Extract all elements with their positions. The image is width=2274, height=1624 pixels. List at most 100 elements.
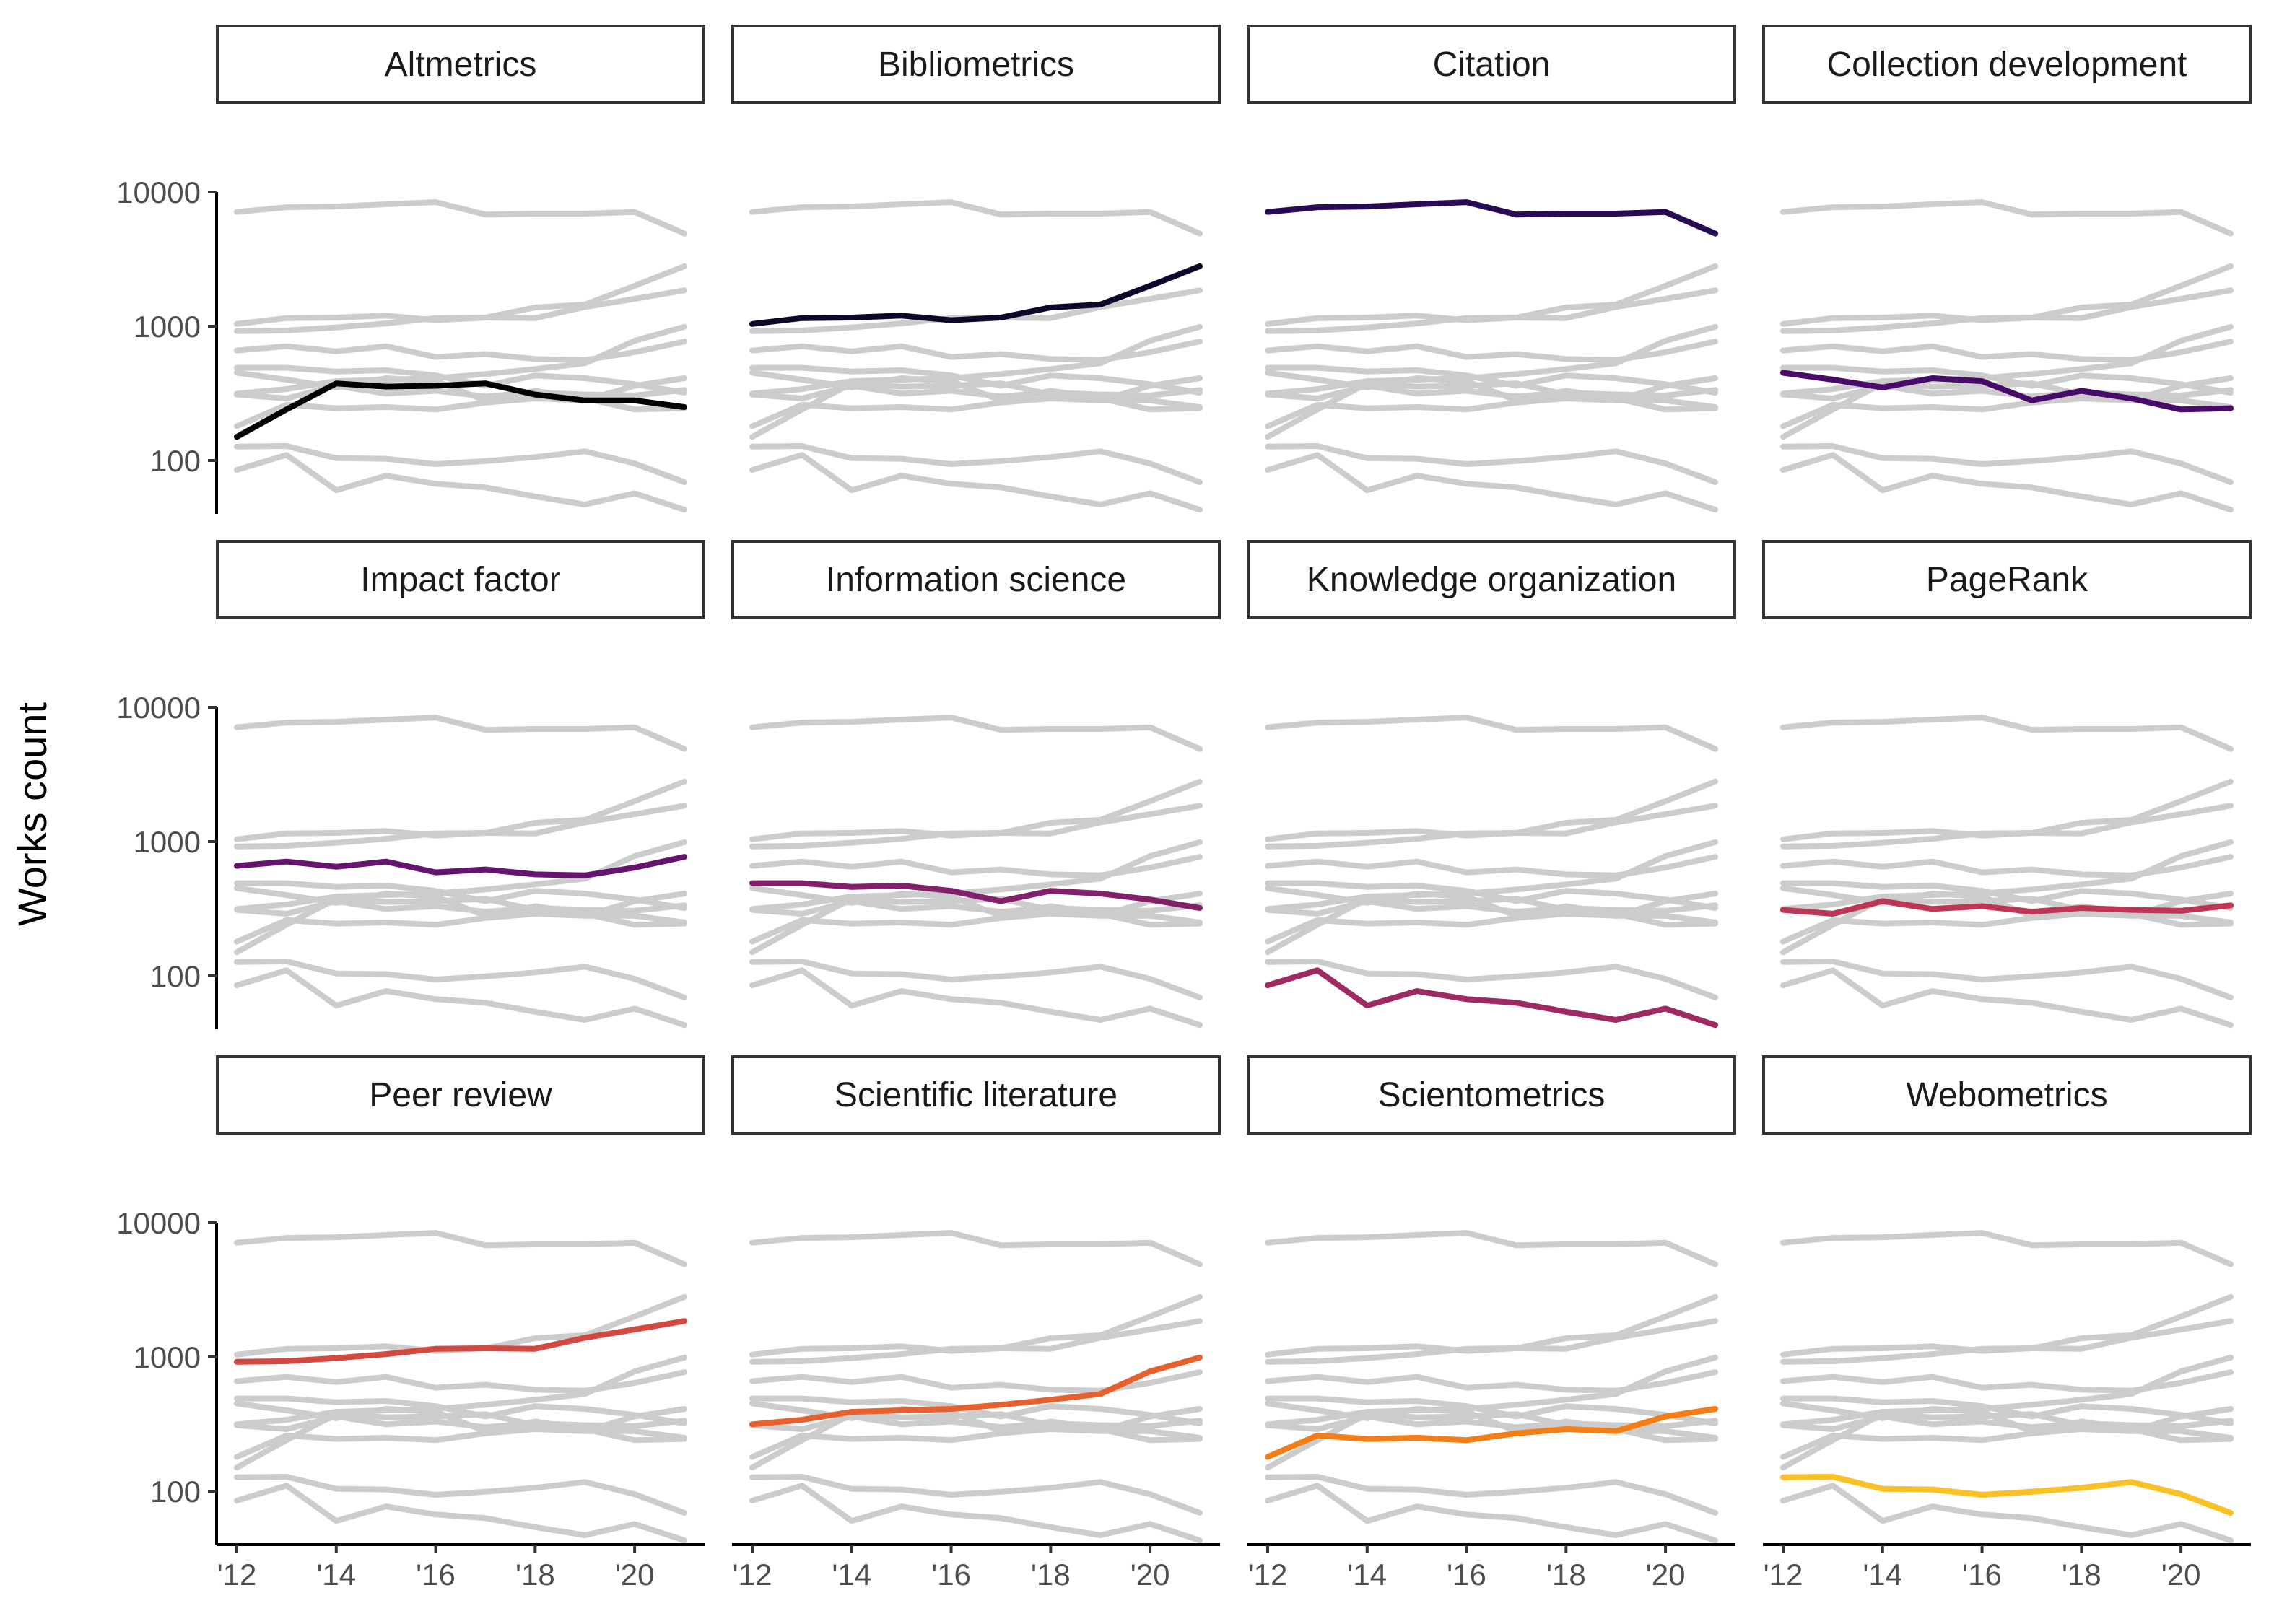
series-line-bibliometrics — [749, 263, 1203, 327]
bg-line-citation-impact-factor — [1265, 339, 1718, 363]
series-line-peer-review — [234, 1318, 687, 1365]
bg-line-bibliometrics-altmetrics — [749, 380, 1203, 440]
bg-line-altmetrics-peer-review — [234, 287, 687, 334]
facet-strip-peer-review — [216, 1055, 705, 1135]
bg-line-impact-factor-peer-review — [234, 803, 687, 850]
x-tick-label-2020: '20 — [615, 1558, 655, 1592]
series-line-pagerank — [1780, 898, 2234, 917]
bg-line-peer-review-scientific-literature — [234, 1354, 687, 1428]
bg-line-bibliometrics-peer-review — [749, 287, 1203, 334]
series-line-information-science — [749, 880, 1203, 911]
bg-line-altmetrics-scientometrics — [234, 375, 687, 429]
bg-line-bibliometrics-information-science — [749, 364, 1203, 396]
facet-title-citation: Citation — [1433, 45, 1551, 84]
x-tick-label-2012: '12 — [1248, 1558, 1288, 1592]
bg-line-scientific-literature-impact-factor — [749, 1369, 1203, 1394]
bg-line-scientometrics-altmetrics — [1265, 1411, 1718, 1471]
bg-line-scientometrics-impact-factor — [1265, 1369, 1718, 1394]
bg-line-citation-information-science — [1265, 364, 1718, 396]
bg-line-citation-peer-review — [1265, 287, 1718, 334]
bg-line-bibliometrics-webometrics — [749, 443, 1203, 485]
bg-line-webometrics-impact-factor — [1780, 1369, 2234, 1394]
x-tick-label-2020: '20 — [1131, 1558, 1170, 1592]
bg-line-citation-scientometrics — [1265, 375, 1718, 429]
x-tick-label-2016: '16 — [1447, 1558, 1486, 1592]
bg-line-scientific-literature-webometrics — [749, 1474, 1203, 1516]
bg-line-impact-factor-knowledge-organization — [234, 967, 687, 1029]
series-line-knowledge-organization — [1265, 967, 1718, 1029]
bg-line-collection-development-altmetrics — [1780, 380, 2234, 440]
axes-layer: 100 1000 10000 100 1000 10000 100 1000 10000 '12 '… — [116, 175, 2251, 1592]
bg-line-altmetrics-knowledge-organization — [234, 452, 687, 513]
x-tick-label-2016: '16 — [1962, 1558, 2002, 1592]
bg-line-altmetrics-information-science — [234, 364, 687, 396]
bg-line-pagerank-impact-factor — [1780, 854, 2234, 878]
bg-line-altmetrics-impact-factor — [234, 339, 687, 363]
bg-line-webometrics-scientific-literature — [1780, 1354, 2234, 1428]
facet-strip-pagerank — [1762, 540, 2252, 619]
facet-strip-scientometrics — [1247, 1055, 1736, 1135]
bg-line-peer-review-impact-factor — [234, 1369, 687, 1394]
y-axis-title: Works count — [9, 702, 55, 926]
bg-line-scientific-literature-scientometrics — [749, 1406, 1203, 1460]
x-tick-label-2012: '12 — [1764, 1558, 1803, 1592]
bg-line-peer-review-peer-review — [234, 1318, 687, 1365]
x-tick-label-2012: '12 — [217, 1558, 257, 1592]
bg-line-altmetrics-citation — [234, 199, 687, 237]
series-line-scientific-literature — [749, 1354, 1203, 1428]
bg-line-scientometrics-scientific-literature — [1265, 1354, 1718, 1428]
facet-strip-bibliometrics — [731, 25, 1221, 104]
bg-line-peer-review-citation — [234, 1230, 687, 1267]
x-tick-label-2018: '18 — [515, 1558, 555, 1592]
bg-line-knowledge-organization-webometrics — [1265, 959, 1718, 1000]
bg-line-information-science-citation — [749, 715, 1203, 752]
facet-strip-scientific-literature — [731, 1055, 1221, 1135]
bg-line-pagerank-altmetrics — [1780, 896, 2234, 956]
bg-line-peer-review-information-science — [234, 1395, 687, 1426]
facet-title-webometrics: Webometrics — [1906, 1076, 2107, 1114]
facet-strip-impact-factor — [216, 540, 705, 619]
facet-title-collection-development: Collection development — [1827, 45, 2187, 84]
bg-line-bibliometrics-scientometrics — [749, 375, 1203, 429]
facet-title-bibliometrics: Bibliometrics — [878, 45, 1074, 84]
series-line-impact-factor — [234, 854, 687, 878]
bg-line-pagerank-scientific-literature — [1780, 839, 2234, 912]
y-tick-label-1000: 1000 — [134, 825, 201, 859]
bg-line-bibliometrics-knowledge-organization — [749, 452, 1203, 513]
bg-line-impact-factor-webometrics — [234, 959, 687, 1000]
bg-line-knowledge-organization-altmetrics — [1265, 896, 1718, 956]
bg-line-pagerank-citation — [1780, 715, 2234, 752]
bg-line-knowledge-organization-scientific-literature — [1265, 839, 1718, 912]
bg-line-altmetrics-scientific-literature — [234, 323, 687, 397]
facet-title-information-science: Information science — [826, 561, 1126, 599]
bg-line-scientific-literature-peer-review — [749, 1318, 1203, 1365]
bg-line-webometrics-knowledge-organization — [1780, 1483, 2234, 1544]
bg-line-citation-webometrics — [1265, 443, 1718, 485]
bg-line-citation-altmetrics — [1265, 380, 1718, 440]
facet-strip-knowledge-organization — [1247, 540, 1736, 619]
bg-line-information-science-webometrics — [749, 959, 1203, 1000]
bg-line-collection-development-citation — [1780, 199, 2234, 237]
bg-line-peer-review-scientometrics — [234, 1406, 687, 1460]
bg-line-scientific-literature-information-science — [749, 1395, 1203, 1426]
bg-line-knowledge-organization-scientometrics — [1265, 891, 1718, 945]
bg-line-citation-scientific-literature — [1265, 323, 1718, 397]
bg-line-bibliometrics-citation — [749, 199, 1203, 237]
bg-line-collection-development-webometrics — [1780, 443, 2234, 485]
series-line-collection-development — [1780, 370, 2234, 413]
y-tick-label-100: 100 — [150, 959, 201, 993]
y-tick-label-10000: 10000 — [116, 175, 201, 209]
bg-line-scientometrics-knowledge-organization — [1265, 1483, 1718, 1544]
bg-line-knowledge-organization-information-science — [1265, 880, 1718, 911]
y-tick-label-100: 100 — [150, 444, 201, 478]
bg-line-bibliometrics-scientific-literature — [749, 323, 1203, 397]
bg-line-information-science-scientometrics — [749, 891, 1203, 945]
bg-line-pagerank-webometrics — [1780, 959, 2234, 1000]
x-tick-label-2018: '18 — [2062, 1558, 2101, 1592]
x-tick-label-2016: '16 — [931, 1558, 971, 1592]
bg-line-scientific-literature-altmetrics — [749, 1411, 1203, 1471]
bg-line-impact-factor-information-science — [234, 880, 687, 911]
y-tick-label-10000: 10000 — [116, 691, 201, 725]
facet-strips-layer: Altmetrics Bibliometrics Citation Collectio… — [216, 25, 2252, 1135]
facet-title-pagerank: PageRank — [1926, 561, 2088, 599]
